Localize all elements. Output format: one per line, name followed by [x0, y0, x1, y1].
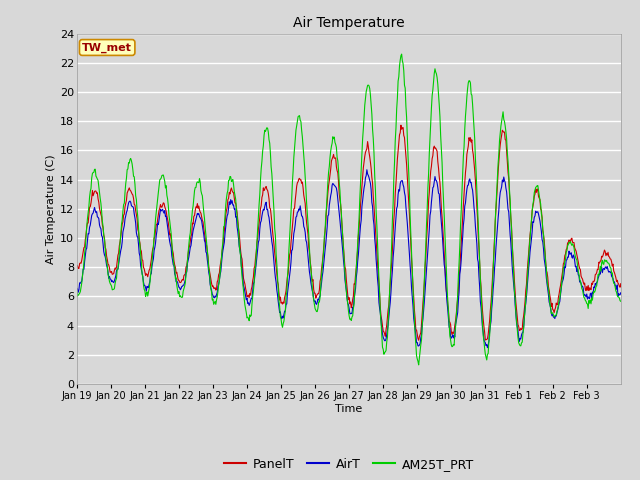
AirT — [436, 202, 444, 208]
AirT — [264, 206, 271, 212]
PanelT — [397, 122, 404, 128]
PanelT — [237, 248, 244, 254]
AirT — [73, 285, 81, 291]
PanelT — [137, 247, 145, 252]
AM25T_PRT — [406, 190, 413, 195]
AM25T_PRT — [415, 362, 422, 368]
PanelT — [617, 281, 625, 287]
AM25T_PRT — [617, 299, 625, 304]
Title: Air Temperature: Air Temperature — [293, 16, 404, 30]
PanelT — [437, 191, 445, 197]
PanelT — [264, 187, 271, 193]
Line: PanelT: PanelT — [77, 125, 621, 340]
PanelT — [284, 270, 292, 276]
Text: TW_met: TW_met — [82, 42, 132, 53]
PanelT — [415, 337, 422, 343]
AM25T_PRT — [237, 253, 244, 259]
AM25T_PRT — [398, 51, 406, 57]
AirT — [406, 252, 413, 257]
AM25T_PRT — [73, 288, 81, 294]
Line: AirT: AirT — [77, 170, 621, 348]
AirT — [137, 263, 145, 268]
AM25T_PRT — [264, 125, 271, 131]
AM25T_PRT — [437, 132, 445, 138]
X-axis label: Time: Time — [335, 404, 362, 414]
AM25T_PRT — [284, 264, 292, 270]
AM25T_PRT — [137, 251, 145, 257]
AirT — [484, 345, 492, 350]
Legend: PanelT, AirT, AM25T_PRT: PanelT, AirT, AM25T_PRT — [219, 453, 479, 476]
AirT — [237, 252, 244, 258]
PanelT — [406, 212, 413, 218]
Y-axis label: Air Temperature (C): Air Temperature (C) — [45, 154, 56, 264]
Line: AM25T_PRT: AM25T_PRT — [77, 54, 621, 365]
PanelT — [73, 263, 81, 268]
AirT — [617, 290, 625, 296]
AirT — [284, 285, 292, 290]
AirT — [363, 167, 371, 173]
